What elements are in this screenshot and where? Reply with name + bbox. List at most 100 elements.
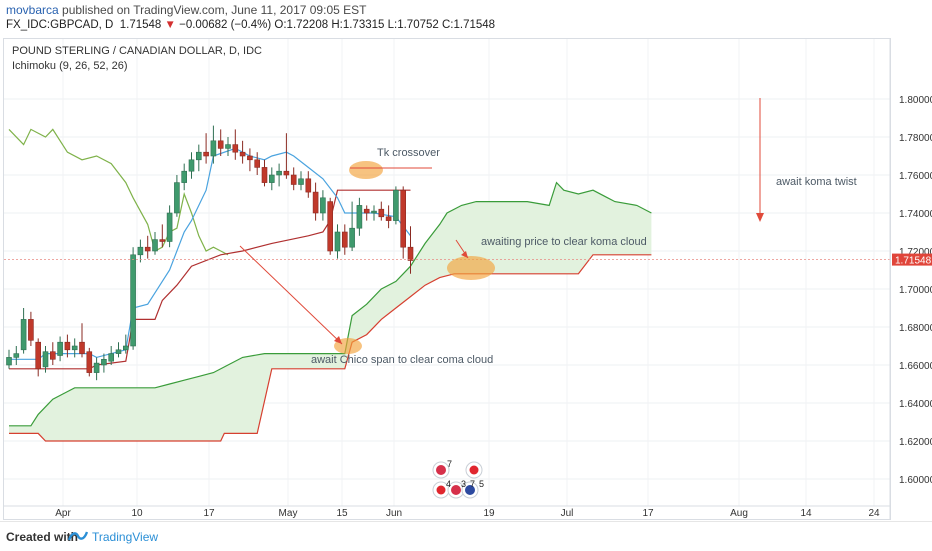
candle[interactable]: [407, 226, 414, 274]
y-tick-label: 1.78000: [899, 133, 932, 144]
kijun-sen-line: [9, 189, 411, 370]
event-count-label: 4: [446, 479, 451, 489]
candle[interactable]: [13, 346, 20, 365]
price-axis[interactable]: 1.80000 1.78000 1.76000 1.74000 1.72000 1.700…: [889, 39, 932, 519]
candle-body: [93, 362, 100, 373]
candle[interactable]: [283, 133, 290, 179]
candle-body: [371, 210, 377, 214]
open-label: O:: [274, 19, 287, 31]
candle[interactable]: [115, 342, 122, 358]
candle[interactable]: [71, 338, 78, 358]
candle-body: [123, 345, 129, 351]
candle[interactable]: [86, 347, 93, 377]
candle[interactable]: [203, 133, 209, 164]
candle[interactable]: [334, 224, 341, 259]
candle[interactable]: [298, 171, 304, 191]
candle[interactable]: [42, 346, 49, 373]
candle[interactable]: [225, 137, 231, 156]
event-markers[interactable]: 7 4 3 7 5: [432, 459, 484, 499]
y-tick-label: 1.72000: [899, 247, 932, 258]
candle[interactable]: [290, 167, 297, 191]
candle-body: [225, 144, 231, 149]
candle[interactable]: [20, 308, 27, 354]
indicator-legend[interactable]: Ichimoku (9, 26, 52, 26): [12, 60, 128, 72]
candle[interactable]: [239, 140, 246, 164]
candle[interactable]: [210, 125, 217, 164]
candle-body: [115, 349, 122, 354]
candle[interactable]: [108, 346, 114, 365]
candle-body: [174, 182, 180, 214]
candle-body: [349, 227, 355, 248]
candle[interactable]: [49, 342, 56, 365]
candle[interactable]: [144, 235, 151, 259]
candle[interactable]: [327, 197, 334, 255]
candle[interactable]: [276, 163, 282, 187]
last-price: 1.71548: [119, 19, 162, 31]
candle[interactable]: [137, 239, 144, 263]
candle-body: [137, 246, 144, 256]
candle[interactable]: [268, 167, 275, 191]
candle[interactable]: [35, 338, 42, 377]
x-tick-label: 24: [868, 508, 880, 519]
candle[interactable]: [181, 163, 187, 191]
candle[interactable]: [79, 323, 85, 358]
candle[interactable]: [101, 353, 107, 373]
candle[interactable]: [371, 205, 377, 221]
candle-body: [196, 151, 202, 161]
candle[interactable]: [57, 336, 63, 362]
candle[interactable]: [312, 182, 319, 221]
candle[interactable]: [159, 224, 166, 248]
candle[interactable]: [320, 190, 326, 221]
candle-body: [144, 246, 151, 252]
last-price-badge: 1.71548: [892, 253, 932, 267]
candle-body: [108, 353, 114, 362]
candle[interactable]: [305, 171, 312, 198]
candle[interactable]: [385, 205, 392, 229]
candle-body: [268, 174, 275, 183]
candle[interactable]: [123, 334, 129, 354]
x-tick-label: 17: [642, 508, 654, 519]
annotation-chico-span: await Chico span to clear coma cloud: [311, 354, 493, 366]
tk-crossover-highlight: [349, 161, 383, 179]
candle-body: [393, 189, 399, 221]
candle[interactable]: [363, 205, 370, 221]
candle[interactable]: [166, 205, 173, 248]
candle[interactable]: [6, 349, 12, 369]
candle[interactable]: [393, 186, 399, 225]
author-link[interactable]: movbarca: [6, 3, 59, 17]
candle[interactable]: [400, 186, 407, 259]
candle[interactable]: [217, 129, 224, 156]
candle[interactable]: [174, 175, 180, 217]
candle[interactable]: [130, 247, 136, 350]
candle-body: [6, 357, 12, 366]
candle-body: [247, 155, 253, 161]
candle[interactable]: [254, 152, 260, 175]
candle-body: [276, 170, 282, 176]
candle[interactable]: [152, 232, 158, 255]
candle[interactable]: [64, 334, 71, 358]
time-axis[interactable]: Apr 10 17 May 15 Jun 19 Jul 17 Aug 14 24: [4, 505, 890, 519]
y-tick-label: 1.62000: [899, 437, 932, 448]
last-price-badge-label: 1.71548: [895, 256, 932, 267]
tradingview-brand-link[interactable]: TradingView: [92, 530, 159, 544]
candle-body: [290, 174, 297, 185]
tradingview-logo-icon: [68, 531, 88, 541]
candle[interactable]: [261, 159, 268, 187]
candle[interactable]: [93, 357, 100, 381]
y-tick-label: 1.70000: [899, 285, 932, 296]
candle[interactable]: [349, 201, 355, 251]
candle[interactable]: [28, 311, 34, 346]
candles: [6, 125, 414, 381]
candle[interactable]: [247, 148, 253, 172]
x-tick-label: Jun: [386, 508, 402, 519]
candle[interactable]: [232, 129, 239, 160]
candle[interactable]: [341, 224, 348, 255]
candle[interactable]: [188, 152, 195, 179]
candle[interactable]: [378, 201, 385, 221]
symbol-label: FX_IDC:GBPCAD, D: [6, 19, 114, 31]
chikou-arrow: [239, 245, 343, 345]
candle[interactable]: [356, 197, 363, 236]
candle[interactable]: [196, 144, 202, 172]
candle-body: [320, 197, 326, 214]
